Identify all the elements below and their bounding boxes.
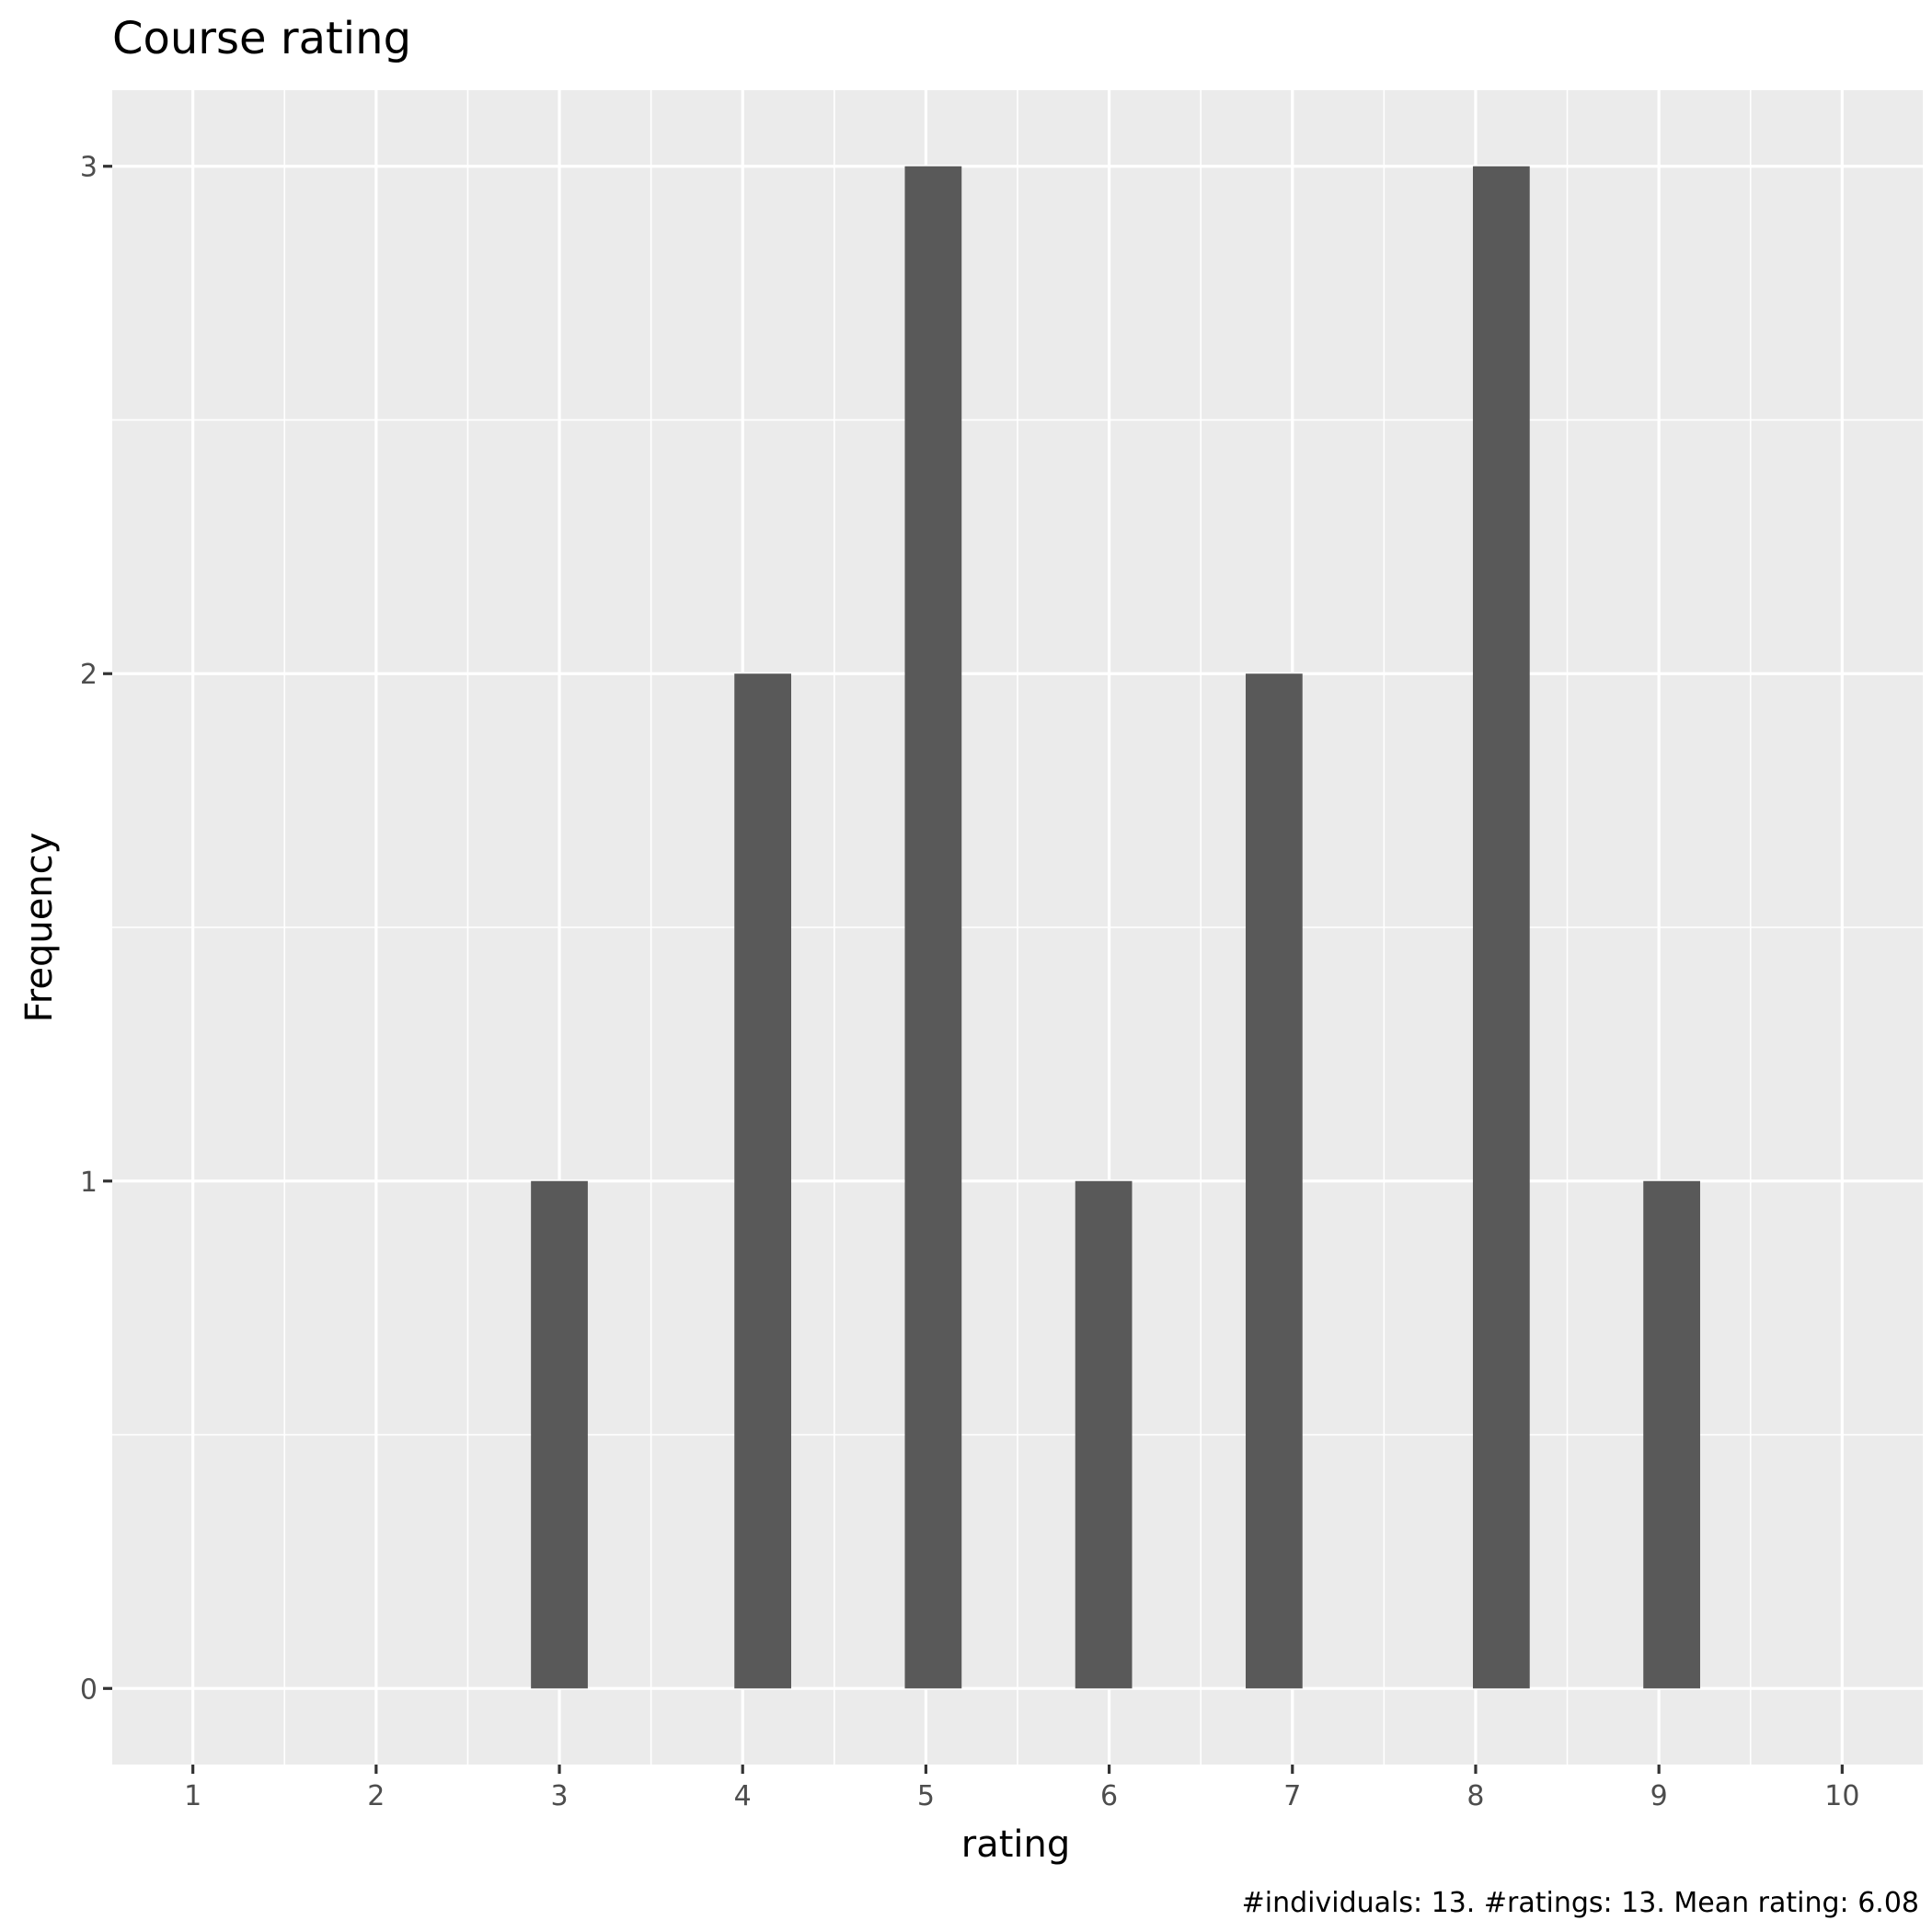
y-axis-title: Frequency xyxy=(18,833,61,1023)
x-tick-label: 1 xyxy=(184,1780,201,1812)
x-tick-label: 9 xyxy=(1650,1780,1668,1812)
bar xyxy=(1075,1180,1133,1689)
y-tick-label: 3 xyxy=(80,152,98,184)
x-tick-label: 8 xyxy=(1466,1780,1484,1812)
bar xyxy=(1472,166,1530,1689)
x-tick-label: 7 xyxy=(1283,1780,1301,1812)
bar xyxy=(531,1180,588,1689)
y-tick-label: 2 xyxy=(80,659,98,691)
bar xyxy=(734,673,791,1689)
y-tick-label: 0 xyxy=(80,1673,98,1706)
x-tick-label: 3 xyxy=(550,1780,568,1812)
x-axis-title: rating xyxy=(961,1823,1071,1866)
chart-caption: #individuals: 13. #ratings: 13. Mean rat… xyxy=(1242,1887,1919,1919)
chart-title: Course rating xyxy=(112,13,411,64)
bar xyxy=(1245,673,1303,1689)
x-axis-ticks: 1 2 3 4 5 6 7 8 9 10 xyxy=(184,1765,1859,1812)
y-tick-label: 1 xyxy=(80,1167,98,1199)
bar xyxy=(904,166,962,1689)
y-axis-ticks: 0 1 2 3 xyxy=(80,152,112,1706)
bar xyxy=(1643,1180,1700,1689)
x-tick-label: 6 xyxy=(1100,1780,1118,1812)
x-tick-label: 5 xyxy=(917,1780,935,1812)
bars xyxy=(531,166,1700,1689)
x-tick-label: 4 xyxy=(734,1780,752,1812)
x-tick-label: 10 xyxy=(1824,1780,1859,1812)
x-tick-label: 2 xyxy=(367,1780,385,1812)
